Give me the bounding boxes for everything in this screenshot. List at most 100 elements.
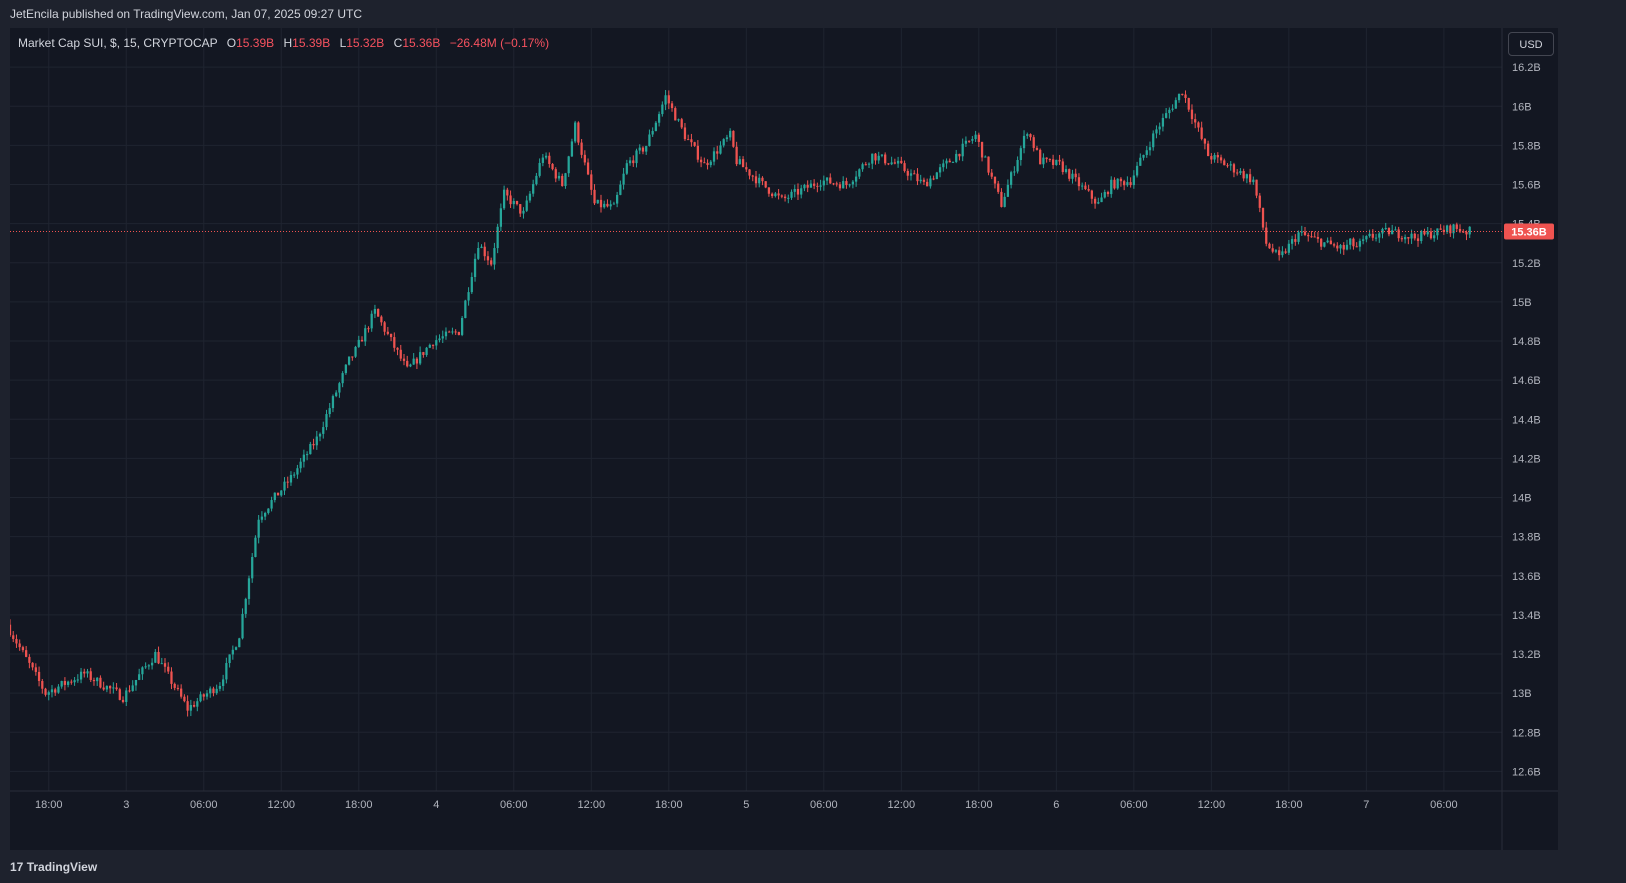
candle-body bbox=[12, 635, 15, 639]
symbol-name[interactable]: Market Cap SUI, $, 15, CRYPTOCAP bbox=[18, 36, 218, 50]
candle-body bbox=[971, 139, 974, 141]
tradingview-logo[interactable]: 17 TradingView bbox=[10, 860, 97, 874]
candle-body bbox=[54, 689, 57, 693]
y-tick-label: 13.4B bbox=[1512, 610, 1541, 622]
x-tick-label: 6 bbox=[1053, 799, 1059, 811]
candle-body bbox=[1278, 250, 1281, 256]
candle-body bbox=[92, 679, 96, 682]
price-chart[interactable]: 12.6B 12.8B 13B 13.2B 13.4B 13.6B 13.8B 14B 14.2… bbox=[10, 28, 1558, 850]
candle-body bbox=[867, 163, 871, 165]
candle-body bbox=[289, 475, 293, 483]
candle-body bbox=[887, 163, 890, 165]
candle-body bbox=[890, 162, 893, 165]
currency-button[interactable]: USD bbox=[1508, 32, 1554, 56]
candle-body bbox=[467, 292, 470, 301]
candle-body bbox=[1161, 117, 1165, 127]
candle-body bbox=[490, 260, 493, 265]
candle-body bbox=[648, 134, 651, 147]
candle-body bbox=[186, 701, 189, 711]
candle-body bbox=[1148, 147, 1152, 151]
candle-body bbox=[486, 256, 490, 261]
candle-body bbox=[1200, 127, 1203, 139]
candle-body bbox=[373, 308, 377, 314]
candle-body bbox=[370, 313, 373, 329]
candle-body bbox=[496, 226, 499, 249]
close-value: 15.36B bbox=[402, 36, 441, 50]
last-price-label: 15.36B bbox=[1511, 226, 1547, 238]
candle-body bbox=[880, 154, 884, 156]
x-tick-label: 06:00 bbox=[1120, 799, 1148, 811]
candle-body bbox=[1097, 202, 1100, 204]
candle-body bbox=[212, 688, 215, 694]
candle-body bbox=[929, 178, 932, 187]
candle-body bbox=[354, 346, 357, 357]
candle-body bbox=[422, 352, 425, 355]
candle-body bbox=[1281, 251, 1284, 256]
candle-body bbox=[499, 208, 503, 227]
candle-body bbox=[163, 663, 167, 667]
candle-body bbox=[341, 373, 344, 384]
candle-body bbox=[254, 537, 257, 557]
chart-area[interactable]: 12.6B 12.8B 13B 13.2B 13.4B 13.6B 13.8B 14B 14.2… bbox=[10, 28, 1558, 850]
candle-body bbox=[189, 704, 192, 711]
candle-body bbox=[1239, 171, 1242, 174]
candle-body bbox=[293, 474, 296, 476]
candle-body bbox=[767, 187, 771, 194]
change-value: −26.48M (−0.17%) bbox=[449, 36, 550, 50]
candle-body bbox=[215, 688, 218, 694]
open-value: 15.39B bbox=[236, 36, 275, 50]
candle-body bbox=[460, 317, 464, 335]
candle-body bbox=[680, 119, 683, 128]
candle-body bbox=[1407, 237, 1410, 239]
x-tick-label: 18:00 bbox=[345, 799, 373, 811]
candle-body bbox=[848, 184, 851, 186]
candle-body bbox=[1349, 238, 1352, 245]
candle-body bbox=[470, 277, 473, 293]
candle-body bbox=[318, 433, 322, 437]
candle-body bbox=[754, 176, 758, 184]
candle-body bbox=[63, 681, 67, 685]
candle-body bbox=[903, 163, 906, 171]
candle-body bbox=[121, 699, 125, 702]
footer: 17 TradingView bbox=[0, 850, 1626, 883]
candle-body bbox=[1326, 240, 1329, 243]
candle-body bbox=[913, 173, 916, 175]
candle-body bbox=[796, 189, 800, 195]
candle-body bbox=[1019, 148, 1022, 161]
candle-body bbox=[99, 677, 102, 688]
candle-body bbox=[1245, 174, 1249, 179]
x-tick-label: 18:00 bbox=[655, 799, 683, 811]
candle-body bbox=[1362, 239, 1365, 241]
candle-body bbox=[312, 443, 315, 446]
chart-background bbox=[10, 28, 1558, 850]
candle-body bbox=[315, 436, 318, 446]
candle-body bbox=[1442, 229, 1446, 233]
y-tick-label: 15B bbox=[1512, 297, 1532, 309]
y-tick-label: 13B bbox=[1512, 688, 1532, 700]
candle-body bbox=[1213, 155, 1216, 160]
candle-body bbox=[286, 481, 289, 483]
candle-body bbox=[761, 177, 764, 182]
candle-body bbox=[670, 103, 674, 109]
candle-body bbox=[1229, 164, 1232, 166]
candle-body bbox=[977, 134, 980, 142]
candle-body bbox=[1006, 184, 1010, 197]
candle-body bbox=[1342, 245, 1345, 250]
candle-body bbox=[448, 331, 451, 333]
candle-body bbox=[1003, 196, 1006, 207]
candle-body bbox=[616, 194, 619, 204]
candle-body bbox=[606, 203, 609, 207]
candle-body bbox=[993, 176, 997, 184]
candle-body bbox=[706, 162, 709, 166]
candle-body bbox=[1255, 179, 1258, 196]
candle-body bbox=[338, 383, 341, 393]
candle-body bbox=[196, 701, 199, 707]
candle-body bbox=[1374, 237, 1378, 239]
candle-body bbox=[134, 679, 138, 686]
candle-body bbox=[1106, 192, 1110, 195]
last-price-tag bbox=[1504, 223, 1554, 240]
candle-body bbox=[871, 153, 874, 164]
y-tick-label: 14.2B bbox=[1512, 453, 1541, 465]
candle-body bbox=[1226, 165, 1229, 167]
candle-body bbox=[1210, 156, 1213, 160]
